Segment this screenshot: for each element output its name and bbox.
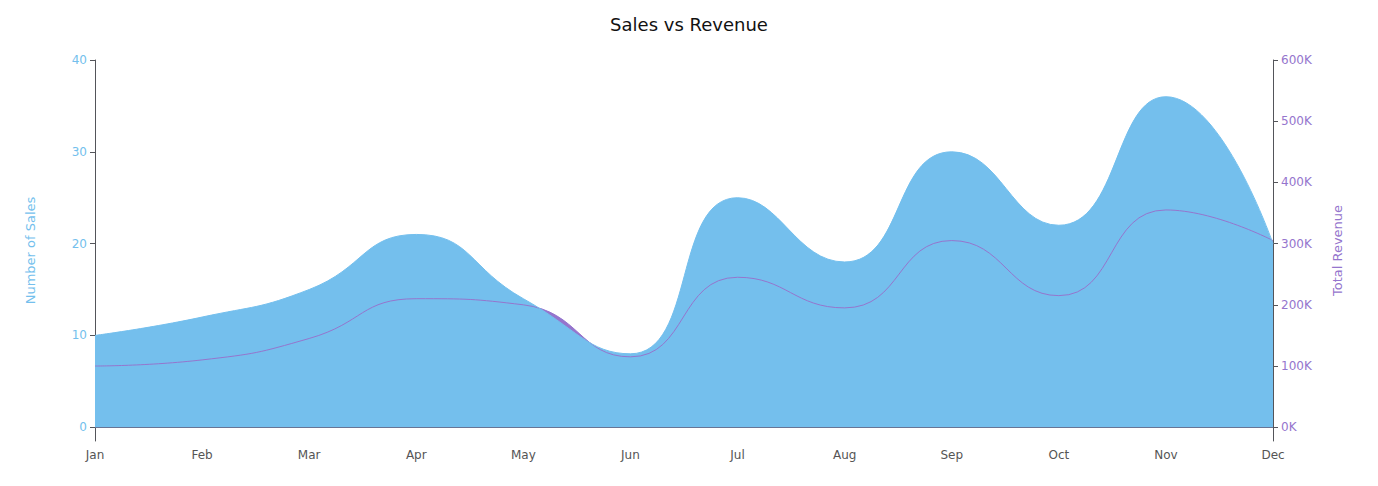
svg-text:Jan: Jan xyxy=(85,448,105,462)
svg-text:Jun: Jun xyxy=(620,448,640,462)
svg-text:500K: 500K xyxy=(1281,114,1313,128)
svg-text:Number of Sales: Number of Sales xyxy=(23,196,38,304)
svg-text:40: 40 xyxy=(72,53,87,67)
svg-text:Sales vs Revenue: Sales vs Revenue xyxy=(610,14,768,35)
svg-text:0K: 0K xyxy=(1281,420,1298,434)
svg-text:100K: 100K xyxy=(1281,359,1313,373)
svg-text:0: 0 xyxy=(79,420,87,434)
svg-text:Total Revenue: Total Revenue xyxy=(1330,205,1345,297)
svg-text:30: 30 xyxy=(72,145,87,159)
svg-text:600K: 600K xyxy=(1281,53,1313,67)
svg-text:20: 20 xyxy=(72,237,87,251)
svg-text:Sep: Sep xyxy=(940,448,963,462)
svg-text:Aug: Aug xyxy=(833,448,856,462)
svg-text:400K: 400K xyxy=(1281,175,1313,189)
svg-text:May: May xyxy=(511,448,536,462)
svg-text:Nov: Nov xyxy=(1154,448,1177,462)
svg-text:Apr: Apr xyxy=(406,448,427,462)
svg-text:Oct: Oct xyxy=(1048,448,1069,462)
svg-text:Mar: Mar xyxy=(298,448,321,462)
svg-text:Feb: Feb xyxy=(191,448,212,462)
svg-text:300K: 300K xyxy=(1281,237,1313,251)
svg-text:200K: 200K xyxy=(1281,298,1313,312)
svg-text:10: 10 xyxy=(72,328,87,342)
svg-text:Jul: Jul xyxy=(729,448,744,462)
svg-text:Dec: Dec xyxy=(1261,448,1284,462)
